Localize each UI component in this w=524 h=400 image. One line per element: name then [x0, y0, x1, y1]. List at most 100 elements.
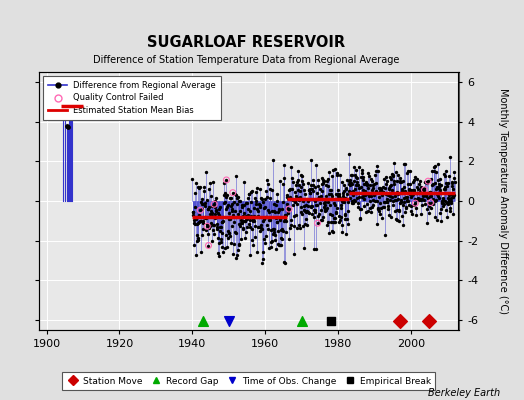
Point — [242, 200, 250, 206]
Point — [212, 194, 220, 201]
Point — [198, 232, 206, 238]
Point — [272, 215, 280, 221]
Point — [191, 221, 200, 227]
Point — [291, 189, 299, 195]
Point — [189, 212, 197, 218]
Point — [343, 177, 352, 183]
Point — [420, 196, 428, 203]
Point — [424, 190, 433, 196]
Point — [190, 242, 199, 248]
Point — [288, 179, 297, 186]
Text: Difference of Station Temperature Data from Regional Average: Difference of Station Temperature Data f… — [93, 55, 399, 65]
Point — [369, 182, 377, 188]
Point — [260, 236, 269, 242]
Point — [398, 186, 406, 192]
Point — [241, 218, 249, 224]
Point — [381, 232, 389, 238]
Point — [411, 196, 419, 202]
Point — [283, 208, 292, 214]
Point — [205, 210, 214, 217]
Point — [447, 198, 455, 204]
Point — [396, 179, 404, 186]
Point — [371, 172, 379, 178]
Point — [383, 199, 391, 206]
Point — [339, 190, 347, 196]
Point — [396, 200, 404, 207]
Point — [409, 187, 418, 193]
Point — [223, 228, 232, 234]
Point — [419, 192, 428, 198]
Point — [298, 211, 307, 217]
Point — [295, 221, 303, 228]
Point — [353, 179, 362, 186]
Point — [447, 192, 456, 198]
Point — [207, 208, 215, 214]
Point — [390, 160, 398, 166]
Point — [253, 206, 261, 212]
Point — [366, 209, 375, 216]
Point — [246, 188, 255, 195]
Point — [285, 235, 293, 242]
Point — [211, 198, 220, 204]
Point — [367, 176, 376, 182]
Point — [299, 223, 307, 230]
Point — [400, 208, 409, 215]
Point — [194, 219, 203, 226]
Text: Berkeley Earth: Berkeley Earth — [428, 388, 500, 398]
Point — [345, 187, 353, 194]
Point — [337, 202, 345, 208]
Point — [225, 318, 233, 324]
Point — [233, 201, 241, 208]
Point — [403, 197, 411, 204]
Point — [219, 244, 227, 250]
Point — [411, 212, 420, 218]
Point — [243, 224, 252, 230]
Point — [418, 196, 426, 202]
Point — [299, 202, 308, 209]
Point — [291, 199, 299, 205]
Point — [386, 193, 394, 199]
Point — [224, 202, 232, 208]
Point — [329, 229, 337, 235]
Point — [315, 194, 323, 200]
Point — [344, 221, 353, 228]
Point — [366, 182, 374, 188]
Point — [251, 223, 259, 229]
Point — [389, 173, 398, 179]
Point — [309, 188, 317, 194]
Point — [408, 210, 417, 217]
Point — [339, 229, 347, 236]
Point — [444, 200, 452, 207]
Point — [210, 201, 219, 208]
Point — [248, 188, 256, 194]
Point — [276, 178, 285, 185]
Point — [362, 180, 370, 186]
Point — [438, 190, 446, 196]
Point — [407, 194, 416, 200]
Point — [410, 189, 418, 196]
Point — [278, 198, 287, 205]
Point — [266, 217, 274, 223]
Point — [400, 161, 408, 167]
Point — [377, 186, 386, 192]
Point — [328, 212, 336, 218]
Point — [296, 188, 304, 194]
Point — [302, 222, 311, 228]
Point — [375, 194, 383, 200]
Point — [433, 217, 441, 223]
Point — [216, 224, 225, 231]
Point — [340, 188, 348, 194]
Point — [436, 206, 445, 212]
Point — [231, 191, 239, 198]
Point — [328, 228, 336, 234]
Point — [223, 243, 231, 250]
Point — [288, 186, 297, 192]
Point — [402, 169, 411, 176]
Point — [202, 227, 210, 234]
Point — [208, 210, 216, 216]
Point — [328, 172, 336, 179]
Point — [291, 193, 300, 199]
Point — [368, 202, 377, 208]
Point — [330, 200, 338, 207]
Point — [384, 206, 392, 212]
